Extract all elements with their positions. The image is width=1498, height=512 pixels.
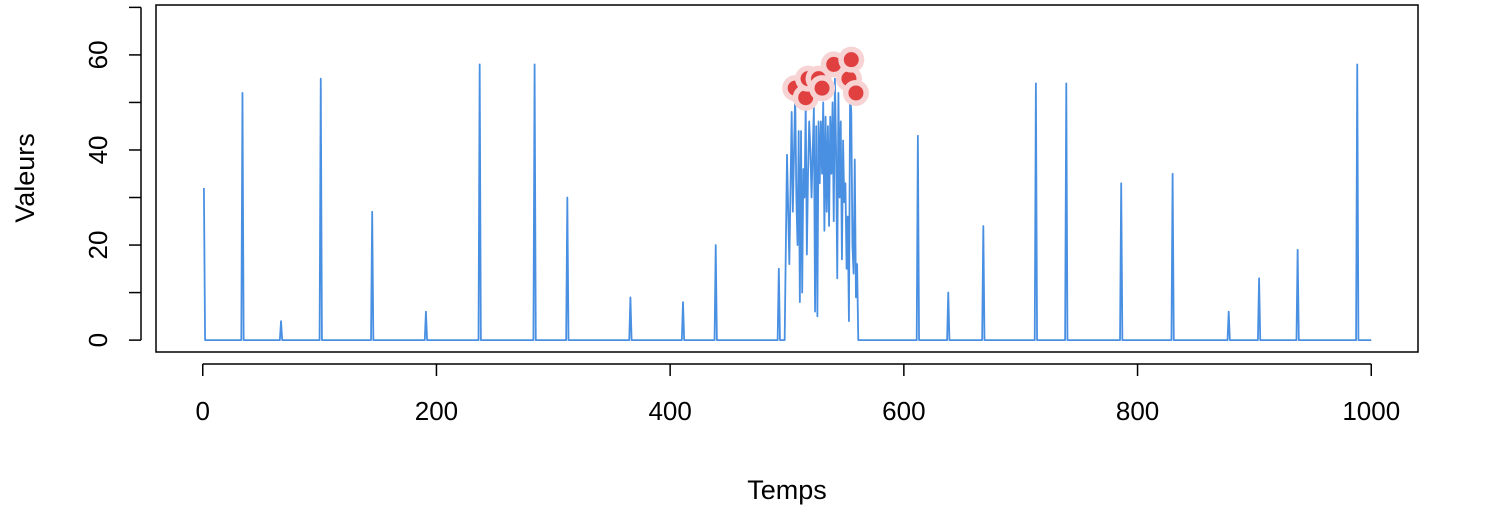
highlight-point: [838, 46, 865, 73]
x-tick-label: 400: [648, 396, 691, 426]
x-tick-label: 200: [415, 396, 458, 426]
x-tick-label: 0: [196, 396, 210, 426]
y-axis-title: Valeurs: [10, 133, 40, 223]
x-axis: 0 200 400 600 800 1000: [196, 363, 1400, 426]
highlight-point-dot: [848, 85, 864, 101]
y-tick-label: 0: [83, 333, 113, 347]
highlight-point-dot: [814, 80, 830, 96]
y-axis: 0 20 40 60: [83, 6, 142, 347]
plot-frame: [155, 4, 1419, 353]
x-tick-label: 1000: [1342, 396, 1400, 426]
highlight-markers: [782, 46, 869, 111]
x-tick-label: 800: [1116, 396, 1159, 426]
highlight-point-dot: [798, 90, 814, 106]
y-tick-label: 20: [83, 231, 113, 260]
series-line: [203, 63, 1372, 342]
series-layer: [203, 63, 1372, 342]
x-tick-label: 600: [882, 396, 925, 426]
y-tick-label: 60: [83, 40, 113, 69]
y-tick-label: 40: [83, 136, 113, 165]
x-axis-title: Temps: [747, 475, 827, 505]
highlight-point: [809, 75, 836, 102]
highlight-point-dot: [826, 56, 842, 72]
highlight-point: [842, 79, 869, 106]
highlight-point-dot: [843, 52, 859, 68]
